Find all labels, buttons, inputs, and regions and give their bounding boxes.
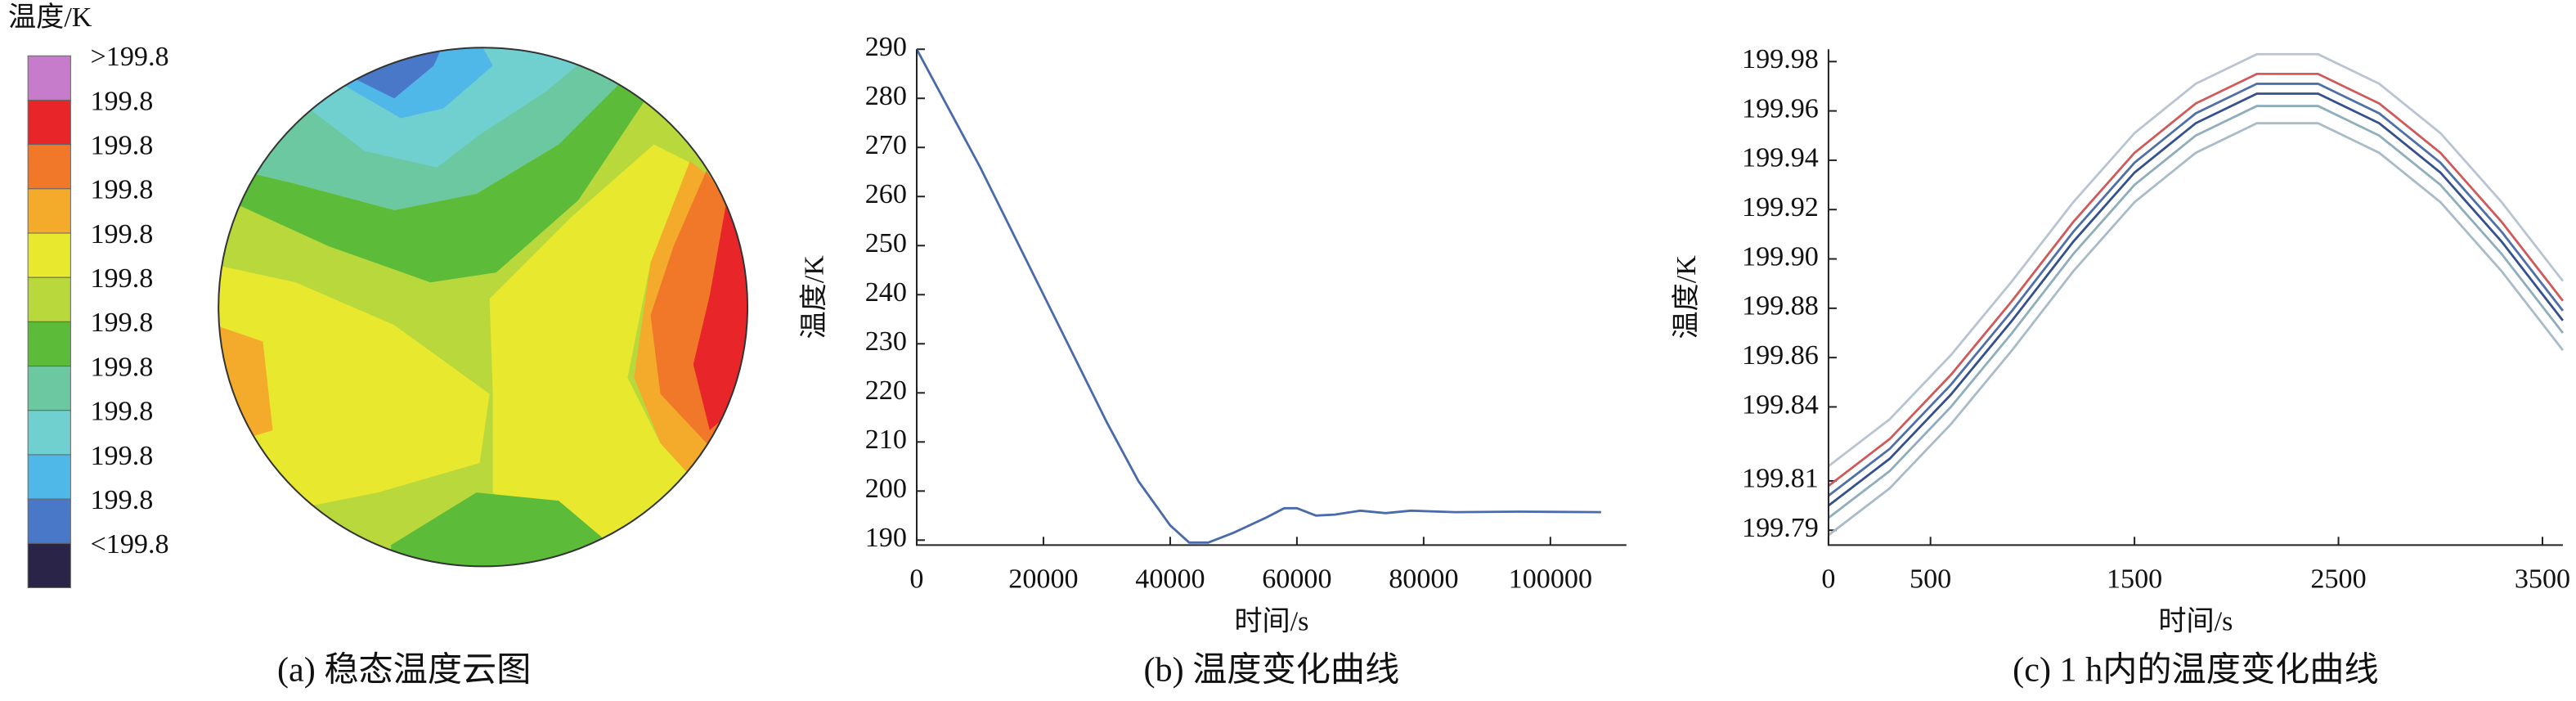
y-tick-label: 199.96: [1742, 93, 1819, 124]
y-tick-label: 220: [865, 375, 907, 406]
data-line: [1828, 105, 2565, 519]
panel-c: 199.79 199.81 199.84 199.86 199.88 199.90 199.…: [1671, 44, 2570, 689]
y-tick-label: 290: [865, 32, 907, 62]
y-tick-label: 250: [865, 228, 907, 258]
x-tick-label: 3500: [2515, 564, 2570, 594]
x-tick-label: 20000: [1008, 564, 1078, 594]
y-axis-label: 温度/K: [1671, 255, 1702, 339]
legend-swatch: [27, 454, 71, 500]
axes: [915, 49, 1627, 546]
legend-swatch: [27, 232, 71, 278]
x-tick-label: 0: [1821, 564, 1835, 594]
x-axis-label: 时间/s: [2158, 607, 2233, 637]
data-line: [1828, 92, 2565, 507]
legend-swatch: [27, 188, 71, 234]
y-tick-label: 280: [865, 81, 907, 111]
x-tick-label: 60000: [1262, 564, 1331, 594]
data-line: [1828, 122, 2565, 537]
axes: [1827, 49, 2563, 546]
y-tick-label: 199.88: [1742, 291, 1819, 321]
y-tick-label: 199.84: [1742, 389, 1819, 420]
data-line: [1828, 52, 2565, 467]
caption: (c) 1 h内的温度变化曲线: [2013, 651, 2378, 690]
x-tick-label: 80000: [1389, 564, 1458, 594]
legend: >199.8 199.8 199.8 199.8 199.8 199.8 199.8 199.…: [27, 42, 169, 589]
y-tick-label: 199.98: [1742, 44, 1819, 74]
y-tick-label: 199.94: [1742, 143, 1819, 173]
legend-label: 199.8: [90, 485, 153, 515]
data-line: [1828, 72, 2565, 488]
contour-outline: [218, 47, 749, 568]
legend-swatch: [27, 276, 71, 322]
legend-label: <199.8: [90, 529, 168, 559]
x-tick-label: 1500: [2107, 564, 2162, 594]
y-axis-label: 温度/K: [798, 255, 829, 339]
y-tick-label: 199.92: [1742, 192, 1819, 222]
legend-label: 199.8: [90, 397, 153, 427]
data-line: [1828, 83, 2565, 497]
x-tick-label: 500: [1910, 564, 1951, 594]
y-tick-label: 260: [865, 179, 907, 209]
y-tick-label: 210: [865, 425, 907, 455]
y-tick-label: 230: [865, 326, 907, 357]
x-tick-label: 40000: [1135, 564, 1205, 594]
y-tick-label: 199.90: [1742, 241, 1819, 272]
data-line: [915, 48, 1601, 544]
legend-swatch: [27, 144, 71, 190]
legend-label: 199.8: [90, 130, 153, 160]
y-tick-label: 200: [865, 474, 907, 504]
legend-label: 199.8: [90, 352, 153, 382]
legend-label: 199.8: [90, 308, 153, 338]
legend-swatch: [27, 55, 71, 101]
legend-label: 199.8: [90, 263, 153, 294]
contour-title: 温度/K: [8, 2, 92, 33]
legend-label: >199.8: [90, 42, 168, 72]
x-tick-label: 0: [909, 564, 923, 594]
caption: (b) 温度变化曲线: [1144, 651, 1400, 690]
legend-swatch: [27, 410, 71, 456]
y-tick-label: 199.81: [1742, 464, 1819, 494]
legend-swatch: [27, 366, 71, 411]
y-tick-label: 199.79: [1742, 513, 1819, 543]
legend-label: 199.8: [90, 441, 153, 471]
panel-b: 190 200 210 220 230 240 250 260 270 280 290 0 20000 4…: [798, 32, 1627, 690]
y-tick-label: 240: [865, 277, 907, 308]
y-tick-label: 270: [865, 130, 907, 160]
caption: (a) 稳态温度云图: [277, 651, 531, 690]
legend-label: 199.8: [90, 175, 153, 205]
legend-label: 199.8: [90, 86, 153, 116]
legend-swatch: [27, 498, 71, 544]
legend-swatch: [27, 542, 71, 589]
legend-label: 199.8: [90, 219, 153, 249]
x-tick-label: 2500: [2310, 564, 2366, 594]
x-tick-label: 100000: [1509, 564, 1592, 594]
contour-map: [218, 47, 748, 567]
x-axis-label: 时间/s: [1234, 607, 1308, 637]
y-tick-label: 199.86: [1742, 340, 1819, 371]
legend-swatch: [27, 321, 71, 367]
legend-swatch: [27, 99, 71, 146]
y-tick-label: 190: [865, 523, 907, 553]
